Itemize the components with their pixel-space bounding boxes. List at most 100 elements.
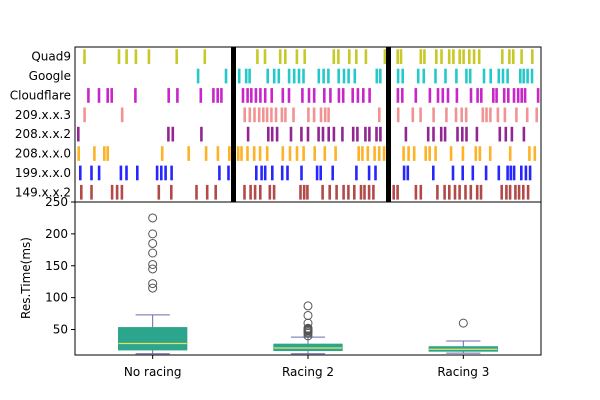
event-mark	[501, 49, 504, 64]
event-mark	[516, 88, 520, 103]
event-mark	[253, 184, 257, 200]
event-mark	[374, 165, 377, 181]
event-mark	[256, 49, 259, 64]
event-mark	[299, 184, 302, 200]
event-mark	[337, 88, 341, 103]
outlier-point	[148, 283, 158, 293]
event-mark	[292, 107, 295, 123]
event-mark	[327, 107, 330, 123]
event-mark	[332, 49, 336, 64]
event-mark	[530, 68, 534, 84]
row-label: Google	[29, 69, 71, 83]
event-mark	[446, 88, 450, 103]
event-mark	[536, 88, 540, 103]
x-tick-label: Racing 3	[437, 365, 489, 379]
event-mark	[270, 126, 274, 142]
event-mark	[524, 165, 528, 181]
event-mark	[419, 107, 422, 123]
event-mark	[461, 165, 464, 181]
event-mark	[485, 107, 488, 123]
event-mark	[125, 165, 128, 181]
event-mark	[383, 49, 387, 64]
event-mark	[508, 146, 512, 161]
event-mark	[443, 184, 446, 200]
event-mark	[170, 184, 173, 200]
event-mark	[468, 49, 471, 64]
raster-row-labels: Quad9 Google Cloudflare 209.x.x.3 208.x.x.2 2…	[10, 50, 71, 200]
event-mark	[281, 88, 285, 103]
event-mark	[259, 184, 262, 200]
event-mark	[448, 184, 451, 200]
event-mark	[303, 49, 306, 64]
event-mark	[375, 126, 378, 142]
raster-separators	[231, 47, 391, 202]
event-mark	[106, 146, 109, 161]
event-mark	[535, 107, 538, 123]
event-mark	[237, 68, 241, 84]
event-mark	[250, 88, 253, 103]
event-mark	[216, 88, 219, 103]
event-mark	[255, 165, 258, 181]
event-mark	[434, 146, 437, 161]
event-mark	[355, 49, 358, 64]
event-mark	[307, 107, 310, 123]
event-mark	[401, 68, 404, 84]
boxplot-y-axis-label: Res.Time(ms)	[19, 237, 33, 319]
row-label: 208.x.x.0	[15, 147, 71, 161]
event-mark	[263, 49, 267, 64]
event-mark	[455, 88, 459, 103]
event-mark	[525, 107, 529, 123]
event-mark	[526, 68, 529, 84]
event-mark	[375, 68, 379, 84]
event-mark	[495, 88, 498, 103]
event-mark	[489, 107, 492, 123]
event-mark	[432, 107, 435, 123]
event-mark	[103, 146, 106, 161]
event-mark	[295, 146, 299, 161]
row-label: 149.x.x.2	[15, 185, 71, 199]
event-mark	[284, 107, 287, 123]
event-mark	[509, 165, 513, 181]
event-mark	[332, 126, 336, 142]
event-mark	[372, 184, 375, 200]
event-mark	[240, 146, 243, 161]
event-mark	[312, 107, 316, 123]
event-mark	[520, 165, 523, 181]
event-mark	[287, 68, 291, 84]
event-mark	[322, 68, 325, 84]
event-mark	[465, 68, 468, 84]
event-mark	[533, 146, 537, 161]
row-label: 199.x.x.0	[15, 166, 71, 180]
event-mark	[110, 88, 113, 103]
outlier-point	[303, 323, 313, 333]
event-mark	[243, 107, 246, 123]
event-mark	[401, 88, 404, 103]
event-mark	[460, 107, 463, 123]
event-mark	[444, 68, 447, 84]
segment-separator	[231, 47, 236, 202]
event-mark	[110, 184, 114, 200]
event-mark	[302, 184, 306, 200]
event-mark	[447, 49, 451, 64]
event-mark	[406, 165, 410, 181]
outlier-point	[148, 213, 158, 223]
event-mark	[500, 184, 503, 200]
outlier-point	[148, 264, 158, 274]
event-mark	[396, 49, 399, 64]
event-mark	[496, 107, 500, 123]
event-mark	[364, 126, 367, 142]
event-mark	[277, 68, 281, 84]
event-mark	[528, 146, 531, 161]
y-tick-label: 150	[45, 259, 68, 273]
event-mark	[212, 88, 215, 103]
event-mark	[377, 146, 381, 161]
raster-marks	[77, 49, 540, 200]
event-mark	[155, 165, 159, 181]
segment-separator	[386, 47, 391, 202]
event-mark	[353, 68, 357, 84]
event-mark	[241, 88, 245, 103]
event-mark	[317, 126, 320, 142]
outlier-point	[148, 229, 158, 239]
event-mark	[300, 126, 303, 142]
event-mark	[253, 107, 256, 123]
